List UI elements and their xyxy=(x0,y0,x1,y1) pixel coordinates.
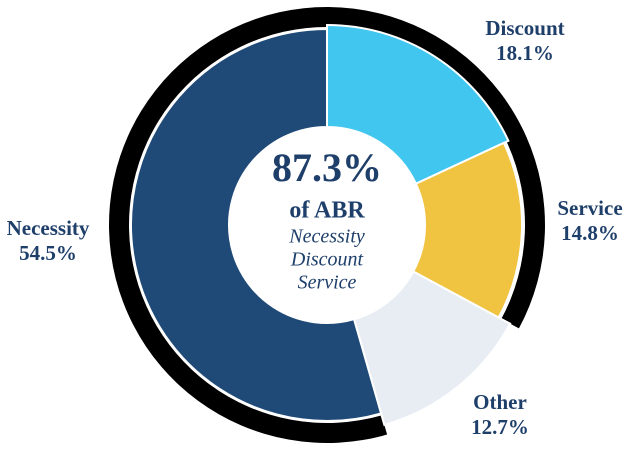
slice-label: Service xyxy=(557,196,622,220)
center-item: Discount xyxy=(290,249,364,271)
center-item: Necessity xyxy=(288,226,365,248)
slice-value-label: 12.7% xyxy=(471,415,529,439)
slice xyxy=(352,270,512,427)
slice-label: Necessity xyxy=(7,216,90,240)
slice xyxy=(326,23,510,186)
slice-value-label: 18.1% xyxy=(496,41,554,65)
slice-value-label: 14.8% xyxy=(561,221,619,245)
slice-label: Discount xyxy=(485,16,564,40)
slice-value-label: 54.5% xyxy=(19,241,77,265)
slice xyxy=(130,27,383,422)
center-value: 87.3% xyxy=(272,145,382,190)
slice-label: Other xyxy=(473,390,527,414)
center-caption: of ABR xyxy=(289,198,365,224)
center-item: Service xyxy=(298,272,357,294)
